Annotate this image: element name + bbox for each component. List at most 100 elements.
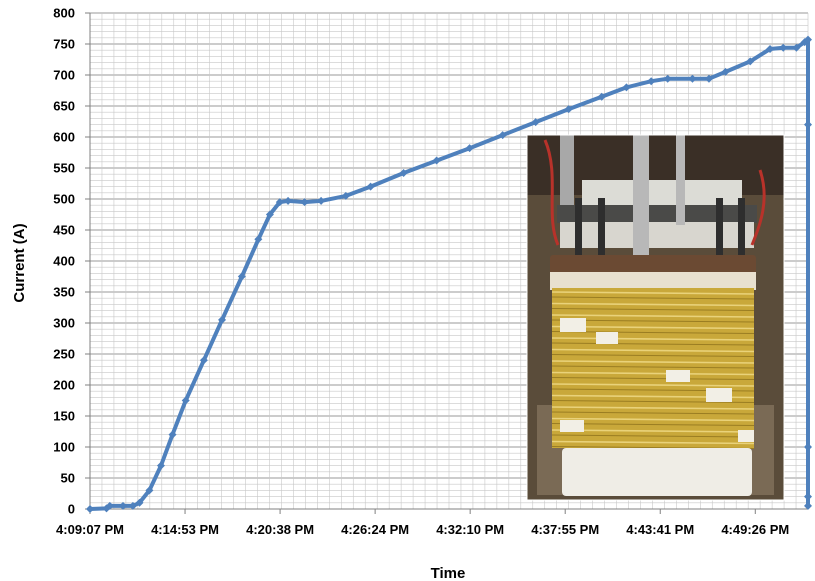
tape-label-patch: [560, 420, 584, 432]
data-point: [622, 83, 631, 92]
data-point: [792, 43, 801, 52]
tape-layer-shadow: [551, 400, 755, 403]
x-axis-title: Time: [431, 565, 466, 581]
data-point: [145, 486, 154, 495]
x-tick-label: 4:09:07 PM: [56, 522, 124, 537]
data-point: [300, 198, 309, 207]
tape-layer: [551, 360, 755, 364]
tape-layer-shadow: [551, 434, 755, 438]
tape-layer-shadow: [551, 342, 755, 346]
tape-layer: [551, 371, 755, 376]
clamp-post: [575, 198, 582, 258]
clamp-post: [598, 198, 605, 258]
y-tick-label: 500: [53, 192, 75, 207]
tape-label-patch: [560, 318, 586, 332]
data-point: [804, 35, 812, 44]
tape-layer: [551, 406, 755, 410]
tape-layer-shadow: [551, 308, 755, 311]
data-point: [119, 501, 128, 510]
data-point: [597, 92, 606, 101]
y-tick-label: 750: [53, 37, 75, 52]
tape-layer-shadow: [551, 411, 755, 415]
data-point: [804, 443, 812, 451]
tick-labels: 0 50 100 150 200 250 300 350 400 450 500 550 600 650 7…: [53, 6, 789, 538]
data-point: [721, 67, 730, 76]
x-tick-label: 4:49:26 PM: [721, 522, 789, 537]
data-point: [218, 315, 227, 324]
data-point: [399, 168, 408, 177]
data-point: [465, 144, 474, 153]
data-point: [128, 501, 137, 510]
tape-layer-shadow: [551, 354, 755, 357]
data-point: [199, 356, 208, 365]
tape-layer-shadow: [551, 296, 755, 300]
tape-layer: [551, 440, 755, 445]
series-current: [86, 35, 812, 513]
tape-layer: [551, 291, 755, 295]
data-point: [275, 198, 284, 207]
data-point: [168, 430, 177, 439]
x-tick-label: 4:37:55 PM: [531, 522, 599, 537]
data-point: [663, 74, 672, 83]
data-point: [647, 77, 656, 86]
clamp-post: [716, 198, 723, 258]
tape-layer: [551, 337, 755, 341]
y-tick-label: 200: [53, 378, 75, 393]
tape-layer-shadow: [551, 365, 755, 369]
x-tick-label: 4:43:41 PM: [626, 522, 694, 537]
inset-photo: [526, 134, 785, 501]
y-tick-label: 0: [68, 502, 75, 517]
y-tick-label: 800: [53, 6, 75, 21]
y-tick-label: 100: [53, 440, 75, 455]
data-point: [688, 74, 697, 83]
y-tick-label: 600: [53, 130, 75, 145]
data-point: [498, 131, 507, 140]
data-point: [804, 501, 812, 510]
wire: [543, 139, 560, 246]
flange-insulation: [550, 272, 756, 290]
top-flange: [557, 205, 757, 223]
tape-layer: [551, 383, 755, 387]
data-point: [704, 74, 713, 83]
data-point: [317, 196, 326, 205]
tape-label-patch: [596, 332, 618, 344]
tape-layer: [551, 429, 755, 433]
tape-layer-shadow: [551, 377, 755, 380]
x-tick-label: 4:32:10 PM: [436, 522, 504, 537]
data-point: [746, 57, 755, 66]
data-point: [237, 272, 246, 281]
y-tick-label: 650: [53, 99, 75, 114]
data-point: [156, 461, 165, 470]
data-point: [86, 505, 94, 513]
tape-layer-shadow: [551, 423, 755, 426]
data-point: [804, 120, 812, 129]
data-point: [265, 210, 274, 219]
top-insulation: [560, 222, 754, 248]
bottom-base: [562, 448, 752, 496]
tape-label-patch: [706, 388, 732, 402]
y-axis-title: Current (A): [11, 223, 28, 302]
clamp-post: [738, 198, 745, 258]
data-point: [105, 501, 114, 510]
tape-label-patch: [666, 370, 690, 382]
tape-layer: [551, 314, 755, 318]
data-point: [779, 43, 788, 52]
x-tick-label: 4:20:38 PM: [246, 522, 314, 537]
y-tick-label: 250: [53, 347, 75, 362]
data-point: [366, 182, 375, 191]
side-rod: [676, 135, 685, 225]
tape-layer: [551, 302, 755, 307]
data-point: [432, 156, 441, 165]
y-tick-label: 400: [53, 254, 75, 269]
y-tick-label: 150: [53, 409, 75, 424]
data-point: [804, 492, 812, 501]
data-point: [284, 196, 293, 205]
wire: [750, 169, 766, 246]
data-point: [341, 191, 350, 200]
data-point: [254, 235, 263, 244]
data-point: [564, 105, 573, 114]
y-tick-label: 50: [61, 471, 75, 486]
data-point: [135, 498, 144, 507]
